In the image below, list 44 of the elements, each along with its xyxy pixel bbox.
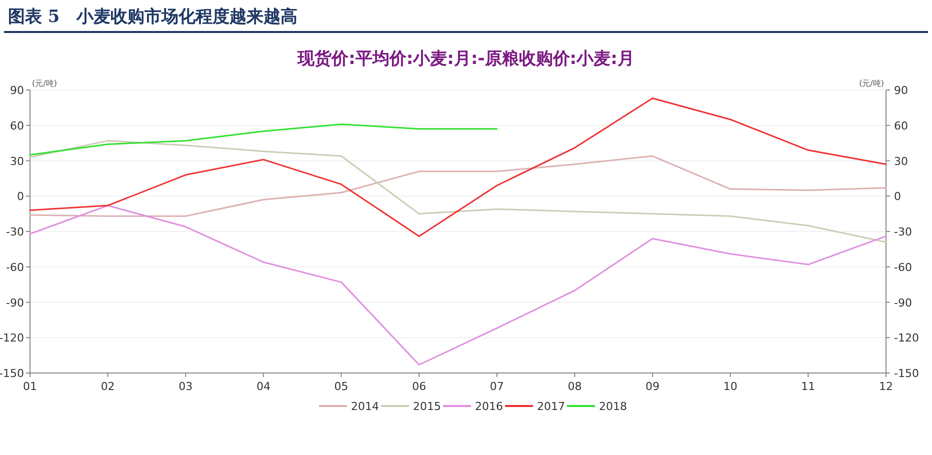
y2-tick-label: 60: [894, 119, 908, 132]
y2-tick-label: -150: [894, 367, 919, 380]
y-tick-label: -30: [6, 226, 24, 238]
line-series: [29, 155, 887, 217]
legend-label: 2018: [599, 400, 627, 413]
y2-tick-label: 0: [894, 190, 901, 204]
x-tick-label: 05: [334, 380, 348, 393]
y-tick-label: 60: [10, 119, 24, 132]
x-tick-label: 01: [23, 380, 37, 393]
line-series: [29, 98, 887, 237]
y-axis-title: (元/吨): [32, 79, 57, 88]
x-tick-label: 03: [178, 380, 193, 393]
x-tick-label: 04: [256, 380, 270, 393]
chart-title: 图表 5 小麦收购市场化程度越来越高: [8, 7, 298, 27]
y2-axis-title: (元/吨): [859, 79, 884, 88]
x-tick-label: 07: [490, 380, 504, 393]
y-tick-label: -150: [0, 367, 24, 380]
y2-tick-label: 30: [894, 154, 908, 168]
y-tick-label: 0: [17, 190, 24, 204]
chart-subtitle: 现货价:平均价:小麦:月:-原粮收购价:小麦:月: [296, 49, 634, 69]
x-tick-label: 10: [723, 380, 738, 393]
legend-label: 2016: [475, 400, 503, 413]
y-tick-label: -120: [0, 332, 24, 345]
y2-tick-label: -90: [894, 296, 912, 310]
legend-label: 2014: [351, 400, 379, 413]
x-tick-label: 11: [801, 380, 816, 393]
y-tick-label: -90: [6, 296, 24, 310]
y-tick-label: 90: [10, 84, 24, 97]
y2-tick-label: -120: [894, 332, 919, 345]
line-series: [29, 140, 887, 243]
x-tick-label: 06: [412, 380, 426, 393]
x-tick-label: 09: [646, 380, 660, 393]
y2-tick-label: 90: [894, 84, 908, 97]
legend-label: 2017: [537, 400, 565, 413]
y2-tick-label: -60: [894, 260, 912, 274]
line-series: [29, 123, 498, 156]
x-tick-label: 08: [568, 380, 582, 393]
y-tick-label: 30: [10, 154, 24, 168]
line-series: [29, 204, 887, 366]
legend-label: 2015: [413, 400, 441, 413]
x-tick-label: 12: [879, 380, 893, 393]
y2-tick-label: -30: [894, 226, 912, 238]
y-tick-label: -60: [6, 260, 24, 274]
x-tick-label: 02: [100, 380, 115, 393]
